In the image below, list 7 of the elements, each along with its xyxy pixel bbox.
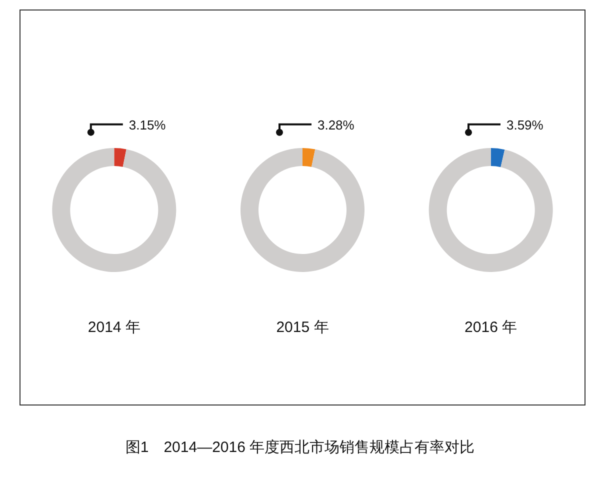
data-label: 3.15% [128,117,166,132]
data-label: 3.28% [317,117,355,132]
text: 2014 年 [88,319,140,336]
caption: 图1 2014—2016 年度西北市场销售规模占有率对比 [125,439,475,456]
text: 2015 年 [276,319,329,336]
data-label: 3.59% [506,117,544,132]
text: 2016 年 [464,319,518,336]
